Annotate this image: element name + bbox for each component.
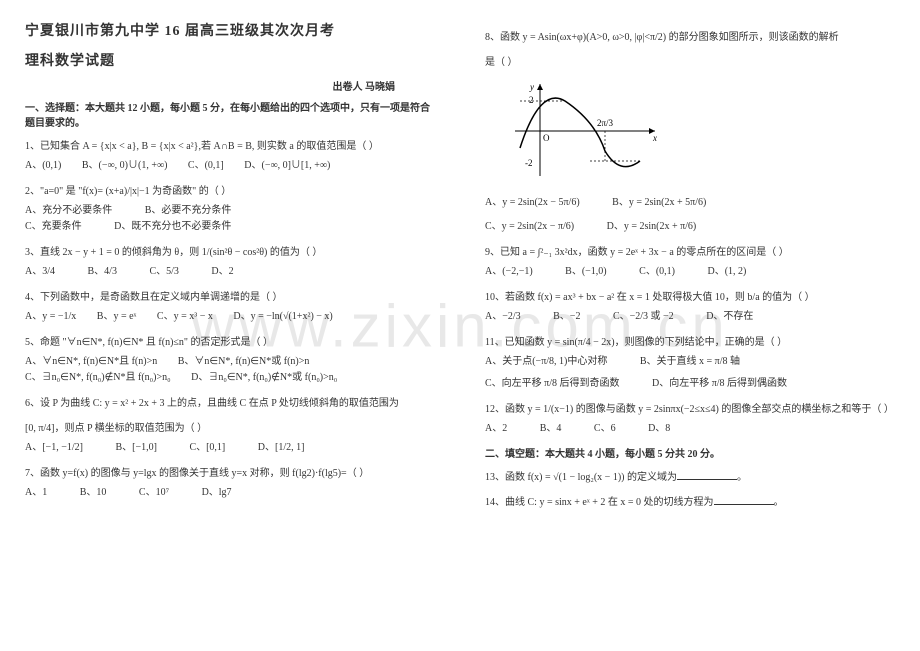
q12-opt-b: B、4: [540, 421, 562, 437]
q1-options: A、(0,1) B、(−∞, 0)∪(1, +∞) C、(0,1] D、(−∞,…: [25, 158, 435, 174]
q12-options: A、2 B、4 C、6 D、8: [485, 421, 895, 437]
q3-opt-d: D、2: [211, 264, 233, 280]
q6-opt-b: B、[−1,0]: [115, 440, 156, 456]
q14-text: 14、曲线 C: y = sinx + eˣ + 2 在 x = 0 处的切线方…: [485, 497, 714, 508]
q1-opt-a: A、(0,1): [25, 158, 61, 174]
q6-text2: [0, π/4]，则点 P 横坐标的取值范围为（ ）: [25, 421, 435, 436]
q4-text: 4、下列函数中，是奇函数且在定义域内单调递增的是（ ）: [25, 290, 435, 305]
q7-opt-c: C、10⁷: [139, 485, 169, 501]
q5-text: 5、命题 "∀n∈N*, f(n)∈N* 且 f(n)≤n" 的否定形式是（ ）: [25, 335, 435, 350]
q7-opt-b: B、10: [80, 485, 107, 501]
q4-opt-c: C、y = x³ − x: [157, 309, 213, 325]
q6-options: A、[−1, −1/2] B、[−1,0] C、[0,1] D、[1/2, 1]: [25, 440, 435, 456]
q8-opt-c: C、y = 2sin(2x − π/6): [485, 219, 574, 235]
q8-opt-b: B、y = 2sin(2x + 5π/6): [612, 195, 706, 211]
right-page: 8、函数 y = Asin(ωx+φ)(A>0, ω>0, |φ|<π/2) 的…: [460, 0, 920, 651]
sine-graph-svg: 2 -2 2π/3 O x y: [505, 76, 665, 186]
q8-opt-d: D、y = 2sin(2x + π/6): [607, 219, 697, 235]
label-origin: O: [543, 133, 550, 143]
q6-opt-c: C、[0,1]: [189, 440, 225, 456]
q14-blank: [714, 495, 774, 505]
q10-text: 10、若函数 f(x) = ax³ + bx − a² 在 x = 1 处取得极…: [485, 290, 895, 305]
q11-opt-b: B、关于直线 x = π/8 轴: [640, 354, 740, 370]
q4-opt-b: B、y = eˣ: [97, 309, 137, 325]
label-2: 2: [529, 95, 534, 105]
q1-opt-c: C、(0,1]: [188, 158, 224, 174]
q5-opt-b: B、∀n∈N*, f(n)∈N*或 f(n)>n: [178, 354, 310, 370]
q2-opt-a: A、充分不必要条件: [25, 203, 112, 219]
q9-options: A、(−2,−1) B、(−1,0) C、(0,1) D、(1, 2): [485, 264, 895, 280]
q9-opt-b: B、(−1,0): [565, 264, 606, 280]
sine-curve: [520, 98, 640, 167]
q2-opt-c: C、充要条件: [25, 219, 82, 235]
q7-options: A、1 B、10 C、10⁷ D、lg7: [25, 485, 435, 501]
q4-options: A、y = −1/x B、y = eˣ C、y = x³ − x D、y = −…: [25, 309, 435, 325]
q5-options: A、∀n∈N*, f(n)∈N*且 f(n)>n B、∀n∈N*, f(n)∈N…: [25, 354, 435, 386]
q11-opt-d: D、向左平移 π/8 后得到偶函数: [652, 376, 787, 392]
q2-opt-d: D、既不充分也不必要条件: [114, 219, 231, 235]
q5-opt-a: A、∀n∈N*, f(n)∈N*且 f(n)>n: [25, 354, 157, 370]
q3-options: A、3/4 B、4/3 C、5/3 D、2: [25, 264, 435, 280]
q4-opt-a: A、y = −1/x: [25, 309, 76, 325]
label-2pi3: 2π/3: [597, 118, 614, 128]
q9-opt-d: D、(1, 2): [708, 264, 747, 280]
q8-text: 8、函数 y = Asin(ωx+φ)(A>0, ω>0, |φ|<π/2) 的…: [485, 30, 895, 45]
q7-text: 7、函数 y=f(x) 的图像与 y=lgx 的图像关于直线 y=x 对称，则 …: [25, 466, 435, 481]
q13-blank: [677, 470, 737, 480]
q8-options: A、y = 2sin(2x − 5π/6) B、y = 2sin(2x + 5π…: [485, 195, 895, 235]
q7-opt-d: D、lg7: [202, 485, 232, 501]
q7-opt-a: A、1: [25, 485, 47, 501]
q3-opt-a: A、3/4: [25, 264, 55, 280]
q3-opt-c: C、5/3: [149, 264, 178, 280]
q8-graph: 2 -2 2π/3 O x y: [505, 76, 895, 189]
q1-text: 1、已知集合 A = {x|x < a}, B = {x|x < a²},若 A…: [25, 139, 435, 154]
q12-opt-a: A、2: [485, 421, 507, 437]
q11-opt-a: A、关于点(−π/8, 1)中心对称: [485, 354, 607, 370]
q12-opt-c: C、6: [594, 421, 616, 437]
q9-opt-c: C、(0,1): [639, 264, 675, 280]
q14: 14、曲线 C: y = sinx + eˣ + 2 在 x = 0 处的切线方…: [485, 495, 895, 510]
q10-opt-c: C、−2/3 或 −2: [613, 309, 674, 325]
q6-opt-d: D、[1/2, 1]: [258, 440, 305, 456]
q9-opt-a: A、(−2,−1): [485, 264, 533, 280]
q10-opt-b: B、−2: [553, 309, 580, 325]
q2-options: A、充分不必要条件 B、必要不充分条件 C、充要条件 D、既不充分也不必要条件: [25, 203, 435, 235]
section1-header: 一、选择题：本大题共 12 小题，每小题 5 分，在每小题给出的四个选项中，只有…: [25, 99, 435, 129]
q13-text: 13、函数 f(x) = √(1 − log₂(x − 1)) 的定义域为: [485, 472, 677, 483]
q12-opt-d: D、8: [648, 421, 670, 437]
q8-opt-a: A、y = 2sin(2x − 5π/6): [485, 195, 580, 211]
label-y: y: [529, 82, 534, 92]
y-arrow: [537, 84, 543, 90]
q2-opt-b: B、必要不充分条件: [145, 203, 232, 219]
author-label: 出卷人 马晓娟: [25, 78, 435, 93]
q8-text2: 是（ ）: [485, 55, 895, 70]
title-main: 宁夏银川市第九中学 16 届高三班级其次次月考: [25, 20, 435, 40]
q5-opt-c: C、∃n₀∈N*, f(n₀)∉N*且 f(n₀)>n₀: [25, 370, 171, 386]
q2-text: 2、"a=0" 是 "f(x)= (x+a)/|x|−1 为奇函数" 的（ ）: [25, 184, 435, 199]
q9-text: 9、已知 a = ∫²₋₁ 3x²dx，函数 y = 2eˣ + 3x − a …: [485, 245, 895, 260]
q6-text: 6、设 P 为曲线 C: y = x² + 2x + 3 上的点，且曲线 C 在…: [25, 396, 435, 411]
q4-opt-d: D、y = −ln(√(1+x²) − x): [233, 309, 332, 325]
q12-text: 12、函数 y = 1/(x−1) 的图像与函数 y = 2sinπx(−2≤x…: [485, 402, 895, 417]
q10-opt-a: A、−2/3: [485, 309, 521, 325]
q1-opt-d: D、(−∞, 0]∪[1, +∞): [244, 158, 330, 174]
q10-options: A、−2/3 B、−2 C、−2/3 或 −2 D、不存在: [485, 309, 895, 325]
q1-opt-b: B、(−∞, 0)∪(1, +∞): [82, 158, 168, 174]
q3-text: 3、直线 2x − y + 1 = 0 的倾斜角为 θ，则 1/(sin²θ −…: [25, 245, 435, 260]
q5-opt-d: D、∃n₀∈N*, f(n₀)∉N*或 f(n₀)>n₀: [191, 370, 337, 386]
q10-opt-d: D、不存在: [706, 309, 753, 325]
q3-opt-b: B、4/3: [88, 264, 117, 280]
q6-opt-a: A、[−1, −1/2]: [25, 440, 83, 456]
section2-header: 二、填空题：本大题共 4 小题，每小题 5 分共 20 分。: [485, 445, 895, 460]
label-neg2: -2: [525, 158, 533, 168]
q11-options: A、关于点(−π/8, 1)中心对称 B、关于直线 x = π/8 轴 C、向左…: [485, 354, 895, 392]
label-x: x: [652, 133, 657, 143]
q11-opt-c: C、向左平移 π/8 后得到奇函数: [485, 376, 620, 392]
q11-text: 11、已知函数 y = sin(π/4 − 2x)，则图像的下列结论中，正确的是…: [485, 335, 895, 350]
title-sub: 理科数学试题: [25, 50, 435, 70]
left-page: 宁夏银川市第九中学 16 届高三班级其次次月考 理科数学试题 出卷人 马晓娟 一…: [0, 0, 460, 651]
q13: 13、函数 f(x) = √(1 − log₂(x − 1)) 的定义域为。: [485, 470, 895, 485]
